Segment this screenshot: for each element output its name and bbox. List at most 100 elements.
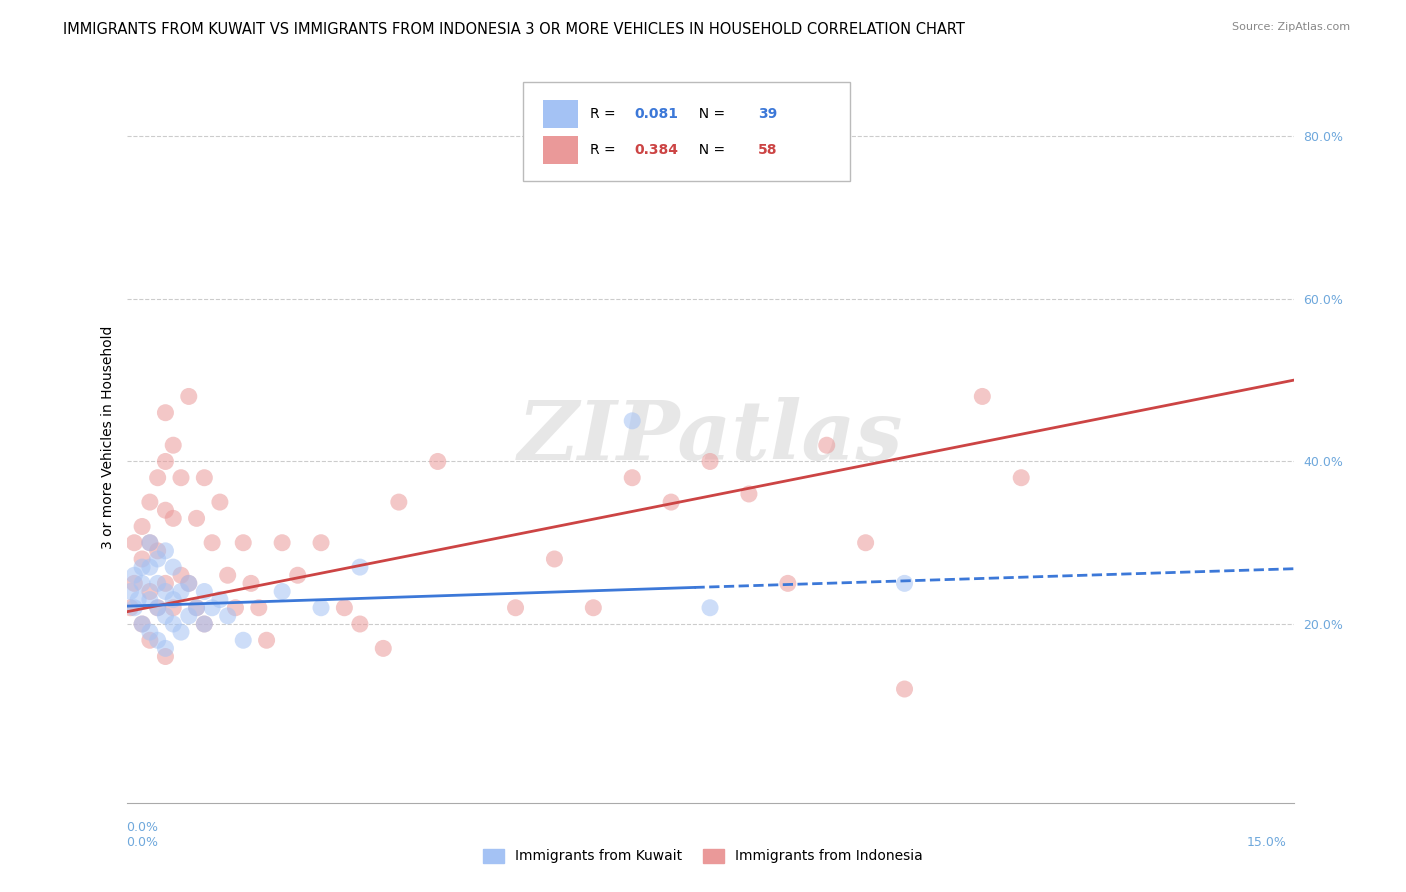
Point [155, 406, 177, 420]
Text: R =: R = [591, 107, 620, 120]
Point [131, 519, 153, 533]
Point [224, 600, 246, 615]
Point [177, 389, 200, 403]
Point [776, 576, 799, 591]
Point [893, 681, 915, 696]
Point [139, 535, 162, 549]
Text: 15.0%: 15.0% [1247, 837, 1286, 849]
Point [388, 495, 411, 509]
Point [271, 535, 294, 549]
Point [124, 568, 146, 582]
Text: N =: N = [690, 107, 730, 120]
Point [146, 633, 169, 648]
Point [162, 600, 184, 615]
Point [146, 552, 169, 566]
Text: 0.081: 0.081 [634, 107, 678, 120]
Point [1010, 471, 1032, 485]
Point [893, 576, 915, 591]
Point [146, 576, 169, 591]
Point [373, 641, 395, 656]
Point [333, 600, 356, 615]
Point [162, 560, 184, 574]
Point [162, 511, 184, 525]
Point [131, 560, 153, 574]
Point [287, 568, 309, 582]
Point [155, 576, 177, 591]
Point [972, 389, 994, 403]
Point [139, 584, 162, 599]
Point [139, 495, 162, 509]
Point [208, 592, 231, 607]
Point [193, 471, 215, 485]
Text: 0.384: 0.384 [634, 144, 678, 157]
Text: 0.0%: 0.0% [127, 837, 159, 849]
Point [139, 535, 162, 549]
Point [855, 535, 877, 549]
Point [131, 576, 153, 591]
FancyBboxPatch shape [543, 100, 578, 128]
Point [155, 503, 177, 517]
Point [349, 617, 371, 632]
Point [146, 600, 169, 615]
Point [124, 576, 146, 591]
Point [621, 471, 644, 485]
Point [139, 592, 162, 607]
Text: Source: ZipAtlas.com: Source: ZipAtlas.com [1232, 22, 1350, 32]
Point [232, 535, 254, 549]
Point [699, 600, 721, 615]
Point [201, 535, 224, 549]
Point [505, 600, 527, 615]
Point [271, 584, 294, 599]
Text: 0.0%: 0.0% [127, 821, 159, 834]
Point [193, 617, 215, 632]
Point [247, 600, 270, 615]
Point [309, 535, 332, 549]
Point [186, 511, 208, 525]
Point [146, 471, 169, 485]
Point [170, 584, 193, 599]
Legend: Immigrants from Kuwait, Immigrants from Indonesia: Immigrants from Kuwait, Immigrants from … [478, 843, 928, 869]
Point [127, 592, 149, 607]
Point [170, 625, 193, 640]
Point [208, 495, 231, 509]
Point [155, 649, 177, 664]
Point [659, 495, 682, 509]
Point [543, 552, 565, 566]
Text: 58: 58 [758, 144, 778, 157]
Point [177, 576, 200, 591]
FancyBboxPatch shape [523, 82, 851, 181]
Point [170, 568, 193, 582]
Point [120, 600, 142, 615]
Point [186, 600, 208, 615]
Point [124, 535, 146, 549]
Point [162, 592, 184, 607]
Point [349, 560, 371, 574]
Point [120, 584, 142, 599]
Text: ZIPatlas: ZIPatlas [517, 397, 903, 477]
Point [621, 414, 644, 428]
Point [177, 576, 200, 591]
Point [124, 600, 146, 615]
Point [146, 600, 169, 615]
Text: IMMIGRANTS FROM KUWAIT VS IMMIGRANTS FROM INDONESIA 3 OR MORE VEHICLES IN HOUSEH: IMMIGRANTS FROM KUWAIT VS IMMIGRANTS FRO… [63, 22, 965, 37]
Text: R =: R = [591, 144, 620, 157]
Point [155, 641, 177, 656]
Point [139, 625, 162, 640]
Point [186, 600, 208, 615]
Point [217, 608, 239, 623]
Point [131, 552, 153, 566]
Point [201, 600, 224, 615]
Point [193, 584, 215, 599]
Point [193, 617, 215, 632]
Point [162, 438, 184, 452]
Point [146, 544, 169, 558]
Point [699, 454, 721, 468]
Point [426, 454, 449, 468]
Point [177, 608, 200, 623]
Point [155, 584, 177, 599]
Point [139, 560, 162, 574]
Point [240, 576, 263, 591]
Point [170, 471, 193, 485]
Point [232, 633, 254, 648]
Point [131, 617, 153, 632]
